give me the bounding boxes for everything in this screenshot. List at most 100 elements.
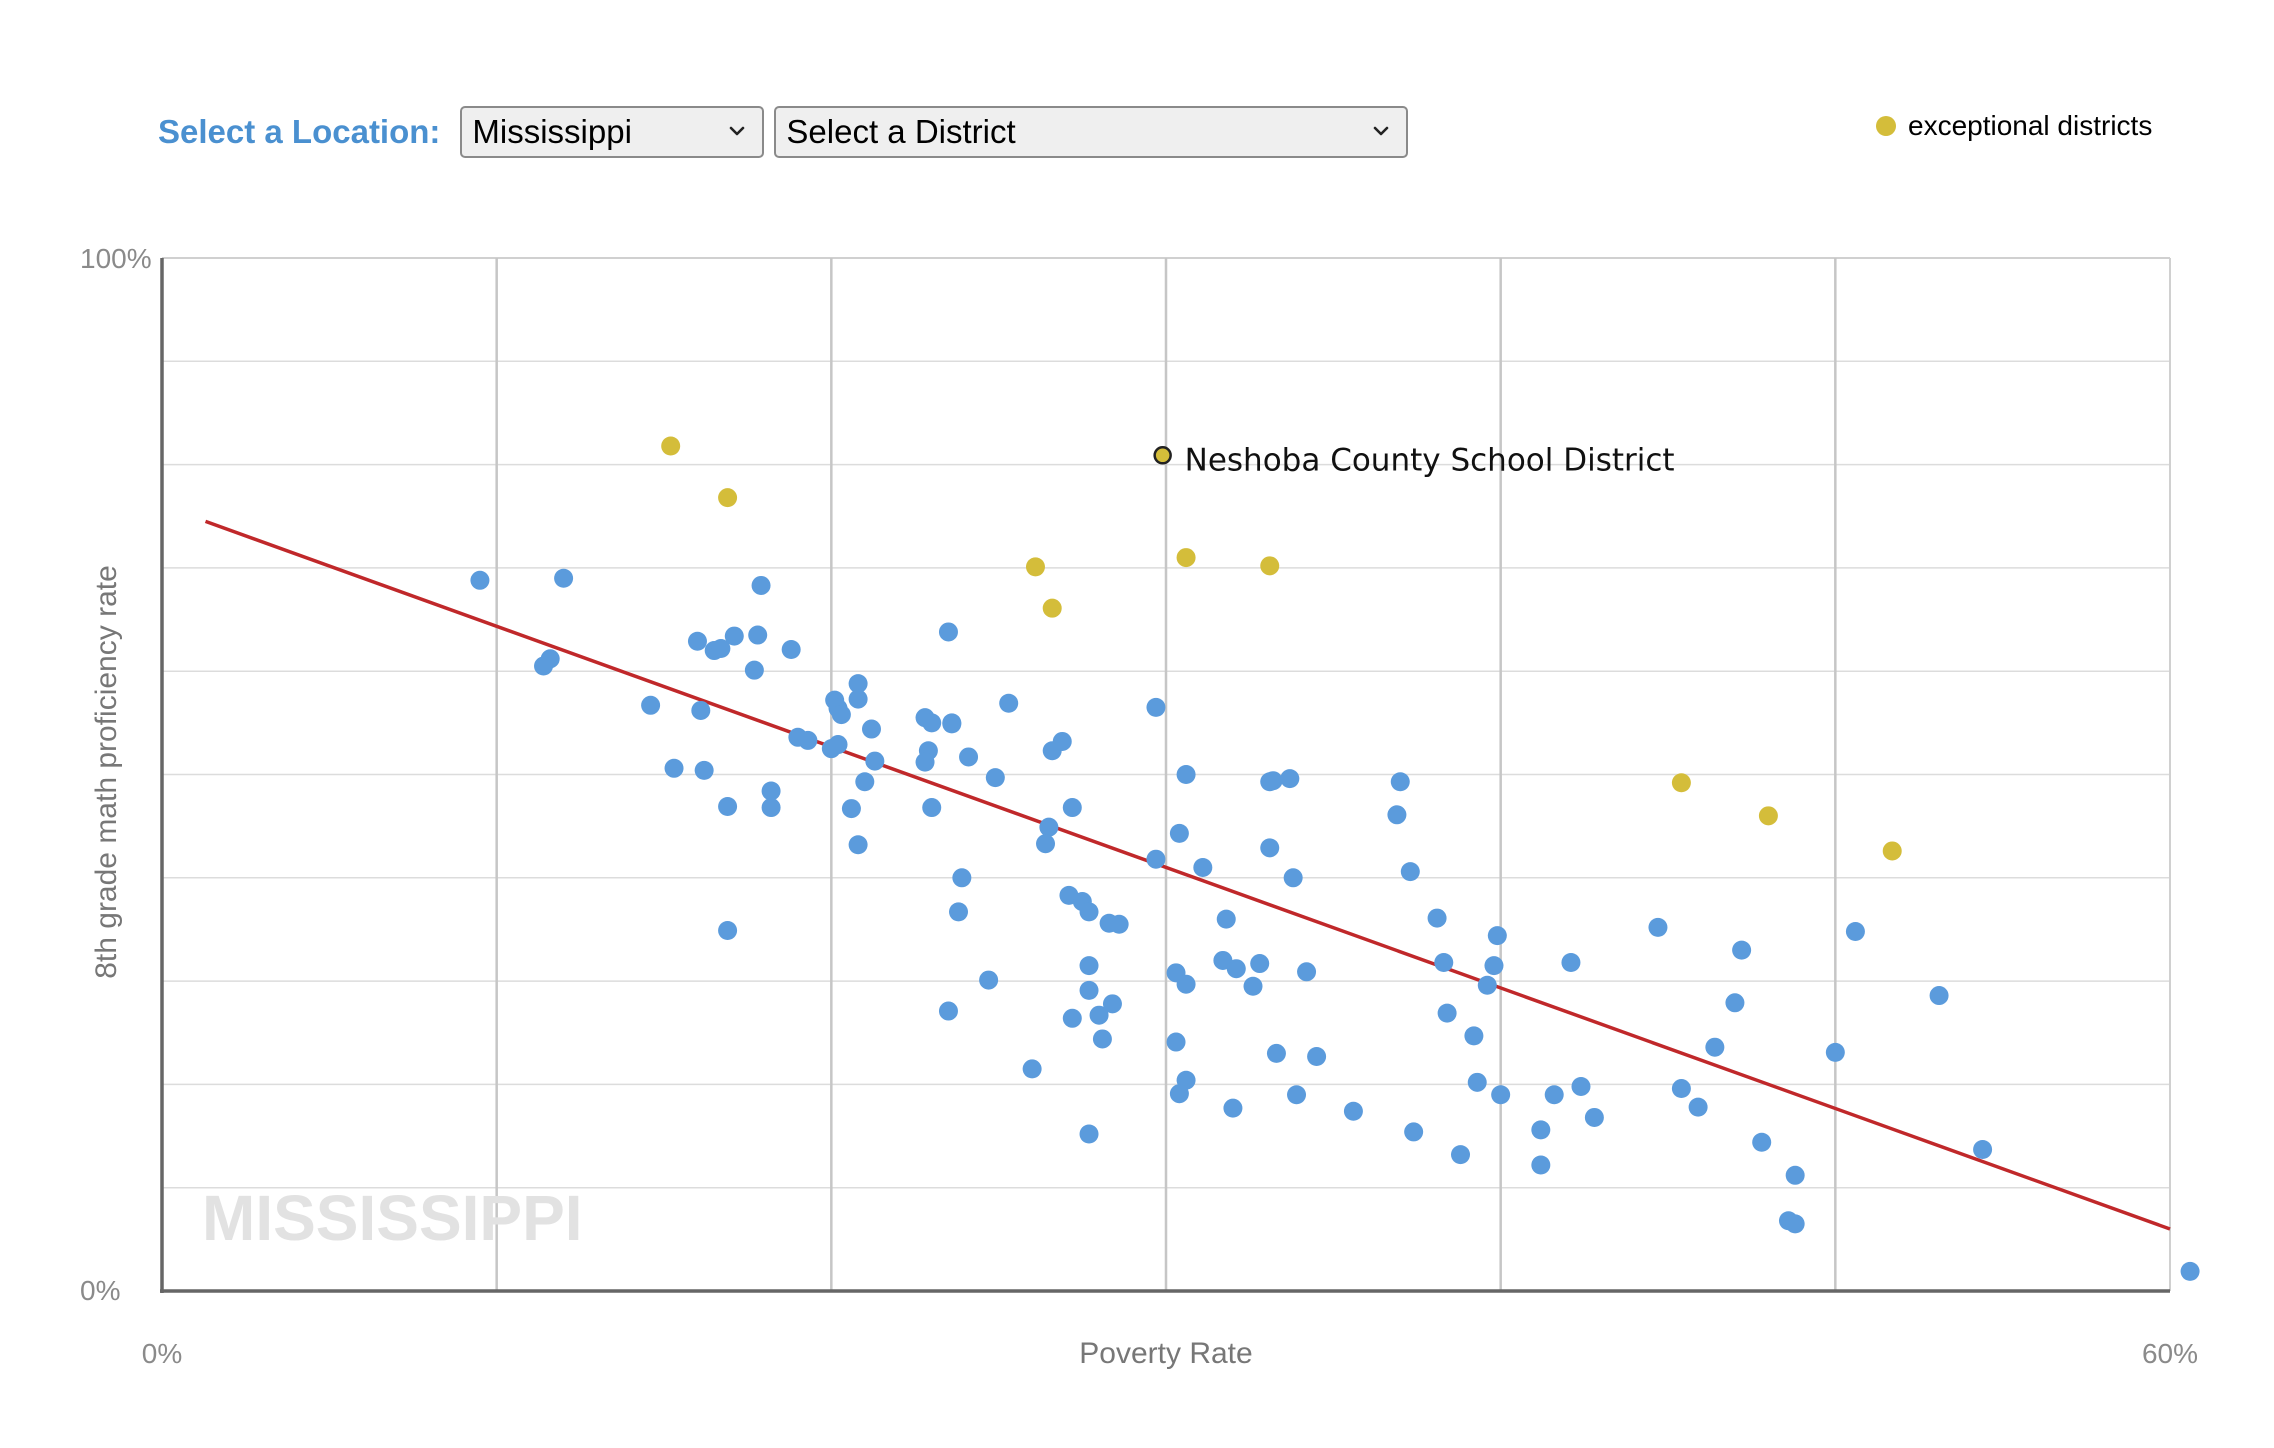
district-point[interactable] (1785, 1214, 1805, 1234)
district-point[interactable] (1725, 993, 1745, 1013)
district-point[interactable] (1732, 940, 1752, 960)
district-point[interactable] (861, 719, 881, 739)
district-point[interactable] (949, 902, 969, 922)
exceptional-district-point[interactable] (1042, 598, 1062, 618)
district-point[interactable] (1427, 908, 1447, 928)
district-point[interactable] (2180, 1261, 2200, 1281)
district-point[interactable] (1102, 994, 1122, 1014)
district-point[interactable] (1109, 914, 1129, 934)
district-point[interactable] (1584, 1107, 1604, 1127)
district-point[interactable] (761, 781, 781, 801)
district-point[interactable] (1845, 922, 1865, 942)
district-point[interactable] (1467, 1072, 1487, 1092)
district-point[interactable] (1973, 1139, 1993, 1159)
district-point[interactable] (694, 760, 714, 780)
district-point[interactable] (1039, 817, 1059, 837)
district-point[interactable] (938, 622, 958, 642)
district-point[interactable] (751, 575, 771, 595)
district-point[interactable] (724, 626, 744, 646)
district-point[interactable] (952, 868, 972, 888)
highlighted-district-point[interactable] (1153, 446, 1172, 465)
district-point[interactable] (744, 660, 764, 680)
district-point[interactable] (748, 625, 768, 645)
district-point[interactable] (1571, 1076, 1591, 1096)
district-point[interactable] (1929, 986, 1949, 1006)
district-point[interactable] (1079, 1124, 1099, 1144)
district-point[interactable] (1250, 954, 1270, 974)
district-point[interactable] (1260, 838, 1280, 858)
district-point[interactable] (781, 640, 801, 660)
district-point[interactable] (691, 700, 711, 720)
exceptional-district-point[interactable] (1260, 556, 1280, 576)
district-point[interactable] (1297, 962, 1317, 982)
district-point[interactable] (687, 631, 707, 651)
district-point[interactable] (1146, 697, 1166, 717)
state-select[interactable]: Mississippi (460, 106, 765, 158)
district-point[interactable] (1280, 769, 1300, 789)
district-point[interactable] (1400, 862, 1420, 882)
district-point[interactable] (1062, 798, 1082, 818)
exceptional-district-point[interactable] (1882, 841, 1902, 861)
district-point[interactable] (1307, 1047, 1327, 1067)
district-point[interactable] (1166, 1032, 1186, 1052)
district-point[interactable] (922, 798, 942, 818)
district-point[interactable] (1705, 1037, 1725, 1057)
district-point[interactable] (999, 693, 1019, 713)
district-point[interactable] (641, 695, 661, 715)
district-point[interactable] (1561, 953, 1581, 973)
district-point[interactable] (1688, 1097, 1708, 1117)
district-point[interactable] (1544, 1085, 1564, 1105)
district-point[interactable] (1079, 902, 1099, 922)
district-point[interactable] (1176, 765, 1196, 784)
district-point[interactable] (1022, 1059, 1042, 1079)
exceptional-district-point[interactable] (661, 436, 681, 456)
district-point[interactable] (865, 751, 885, 771)
district-point[interactable] (1176, 974, 1196, 994)
district-point[interactable] (1531, 1155, 1551, 1175)
district-point[interactable] (1283, 868, 1303, 888)
district-point[interactable] (1062, 1008, 1082, 1028)
district-point[interactable] (664, 758, 684, 778)
district-point[interactable] (828, 735, 848, 755)
district-point[interactable] (942, 713, 962, 733)
district-point[interactable] (470, 570, 490, 590)
district-point[interactable] (1491, 1085, 1511, 1105)
district-point[interactable] (1079, 980, 1099, 1000)
district-point[interactable] (1487, 926, 1507, 946)
district-point[interactable] (1477, 975, 1497, 995)
district-point[interactable] (1079, 956, 1099, 976)
district-point[interactable] (798, 730, 818, 750)
district-point[interactable] (534, 656, 554, 676)
exceptional-district-point[interactable] (1758, 806, 1778, 826)
district-point[interactable] (1243, 976, 1263, 996)
district-point[interactable] (915, 752, 935, 772)
district-point[interactable] (761, 798, 781, 818)
district-point[interactable] (1052, 731, 1072, 751)
district-point[interactable] (922, 713, 942, 733)
district-point[interactable] (1216, 909, 1236, 929)
exceptional-district-point[interactable] (1671, 773, 1691, 793)
district-point[interactable] (1390, 772, 1410, 792)
district-point[interactable] (1434, 953, 1454, 973)
district-point[interactable] (1464, 1026, 1484, 1046)
district-point[interactable] (1146, 849, 1166, 869)
district-point[interactable] (855, 772, 875, 792)
district-point[interactable] (554, 568, 574, 588)
district-point[interactable] (1266, 1043, 1286, 1063)
district-point[interactable] (1169, 823, 1189, 843)
district-point[interactable] (1089, 1005, 1109, 1025)
district-point[interactable] (1752, 1132, 1772, 1152)
district-point[interactable] (1169, 1084, 1189, 1104)
district-point[interactable] (1671, 1079, 1691, 1099)
district-point[interactable] (841, 799, 861, 819)
district-point[interactable] (979, 970, 999, 990)
district-point[interactable] (1343, 1101, 1363, 1121)
exceptional-district-point[interactable] (718, 488, 738, 508)
district-point[interactable] (1092, 1029, 1112, 1049)
district-point[interactable] (1531, 1120, 1551, 1140)
district-point[interactable] (711, 638, 731, 658)
exceptional-district-point[interactable] (1176, 548, 1196, 568)
district-point[interactable] (1437, 1003, 1457, 1023)
district-point[interactable] (1193, 857, 1213, 877)
district-point[interactable] (1260, 772, 1280, 792)
